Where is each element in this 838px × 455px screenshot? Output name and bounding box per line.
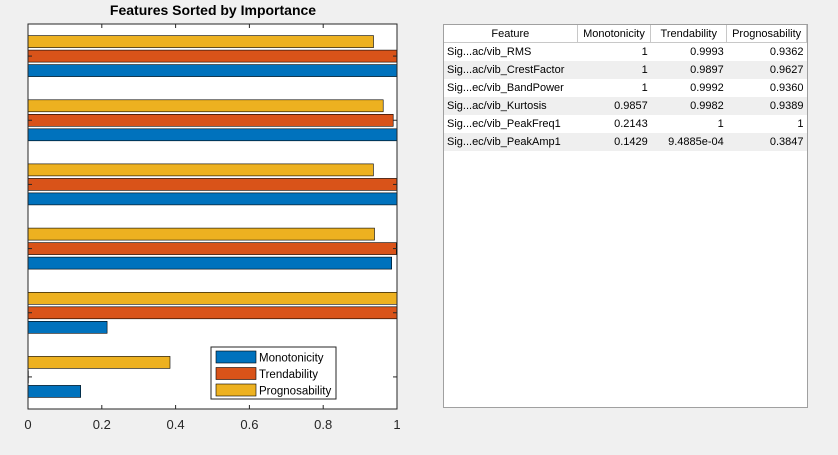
table-cell-monotonicity: 0.9857 — [577, 97, 651, 115]
table-cell-feature: Sig...ec/vib_BandPower — [444, 79, 578, 97]
table-cell-trendability: 0.9993 — [650, 42, 727, 61]
table-cell-feature: Sig...ac/vib_RMS — [444, 42, 578, 61]
bar-monotonicity — [27, 128, 398, 142]
bar-prognosability — [27, 356, 171, 369]
col-header-monotonicity[interactable]: Monotonicity — [577, 25, 652, 43]
legend-label-trendability: Trendability — [259, 369, 318, 381]
bar-monotonicity — [27, 385, 82, 398]
table-cell-prognosability: 0.9362 — [726, 42, 807, 61]
table-cell-feature: Sig...ec/vib_PeakAmp1 — [444, 133, 578, 151]
bar-monotonicity — [27, 320, 108, 334]
legend-swatch-monotonicity — [215, 350, 257, 364]
legend-swatch-trendability — [215, 367, 257, 380]
feature-table: Feature Monotonicity Trendability Progno… — [444, 25, 807, 151]
table-cell-prognosability: 0.9627 — [726, 61, 807, 79]
table-cell-trendability: 1 — [650, 115, 727, 133]
bar-prognosability — [27, 163, 374, 177]
bar-prognosability — [27, 99, 384, 113]
table-row[interactable]: Sig...ac/vib_RMS 1 0.9993 0.9362 — [444, 42, 807, 61]
plot-frame — [27, 23, 398, 410]
bar-prognosability — [27, 35, 374, 48]
table-row[interactable]: Sig...ec/vib_BandPower 1 0.9992 0.9360 — [444, 79, 807, 97]
table-cell-monotonicity: 0.2143 — [577, 115, 651, 133]
x-tick-label: 1 — [393, 417, 400, 432]
bar-prognosability — [27, 227, 375, 241]
bar-monotonicity — [27, 256, 393, 270]
x-tick-label: 0.4 — [167, 417, 185, 432]
table-cell-trendability: 9.4885e-04 — [650, 133, 727, 151]
table-cell-prognosability: 0.9360 — [726, 79, 807, 97]
feature-table-panel[interactable]: Feature Monotonicity Trendability Progno… — [443, 24, 808, 408]
legend-swatch-prognosability — [215, 383, 257, 397]
bar-monotonicity — [27, 192, 398, 206]
table-header-row: Feature Monotonicity Trendability Progno… — [444, 25, 807, 43]
table-cell-monotonicity: 1 — [577, 61, 651, 79]
x-tick-label: 0.8 — [314, 417, 332, 432]
plot-area — [28, 24, 397, 409]
bar-trendability — [27, 242, 397, 255]
table-cell-feature: Sig...ac/vib_CrestFactor — [444, 61, 578, 79]
table-cell-monotonicity: 0.1429 — [577, 133, 651, 151]
table-row[interactable]: Sig...ac/vib_CrestFactor 1 0.9897 0.9627 — [444, 61, 807, 79]
x-tick-label: 0.2 — [93, 417, 111, 432]
bar-prognosability — [27, 291, 398, 305]
bar-trendability — [27, 306, 398, 320]
col-header-feature[interactable]: Feature — [444, 25, 578, 43]
legend-label-monotonicity: Monotonicity — [259, 353, 324, 365]
col-header-trendability[interactable]: Trendability — [650, 25, 728, 43]
table-row[interactable]: Sig...ac/vib_Kurtosis 0.9857 0.9982 0.93… — [444, 97, 807, 115]
table-row[interactable]: Sig...ec/vib_PeakAmp1 0.1429 9.4885e-04 … — [444, 133, 807, 151]
legend: Monotonicity Trendability Prognosability — [210, 346, 337, 400]
table-cell-trendability: 0.9992 — [650, 79, 727, 97]
table-cell-feature: Sig...ec/vib_PeakFreq1 — [444, 115, 578, 133]
table-cell-prognosability: 0.3847 — [726, 133, 807, 151]
table-cell-monotonicity: 1 — [577, 42, 651, 61]
table-cell-trendability: 0.9982 — [650, 97, 727, 115]
table-cell-trendability: 0.9897 — [650, 61, 727, 79]
table-row[interactable]: Sig...ec/vib_PeakFreq1 0.2143 1 1 — [444, 115, 807, 133]
col-header-prognosability[interactable]: Prognosability — [726, 25, 807, 43]
bar-trendability — [27, 178, 398, 191]
legend-label-prognosability: Prognosability — [259, 386, 331, 398]
chart-title: Features Sorted by Importance — [110, 2, 316, 18]
table-cell-prognosability: 1 — [726, 115, 807, 133]
x-tick-label: 0.6 — [240, 417, 258, 432]
bar-trendability — [27, 114, 394, 127]
table-cell-monotonicity: 1 — [577, 79, 651, 97]
table-cell-prognosability: 0.9389 — [726, 97, 807, 115]
bar-trendability — [27, 49, 398, 63]
feature-importance-chart: Features Sorted by Importance 0 0.2 0.4 0.6… — [24, 2, 400, 432]
table-cell-feature: Sig...ac/vib_Kurtosis — [444, 97, 578, 115]
bar-monotonicity — [27, 64, 398, 77]
x-tick-label: 0 — [24, 417, 31, 432]
